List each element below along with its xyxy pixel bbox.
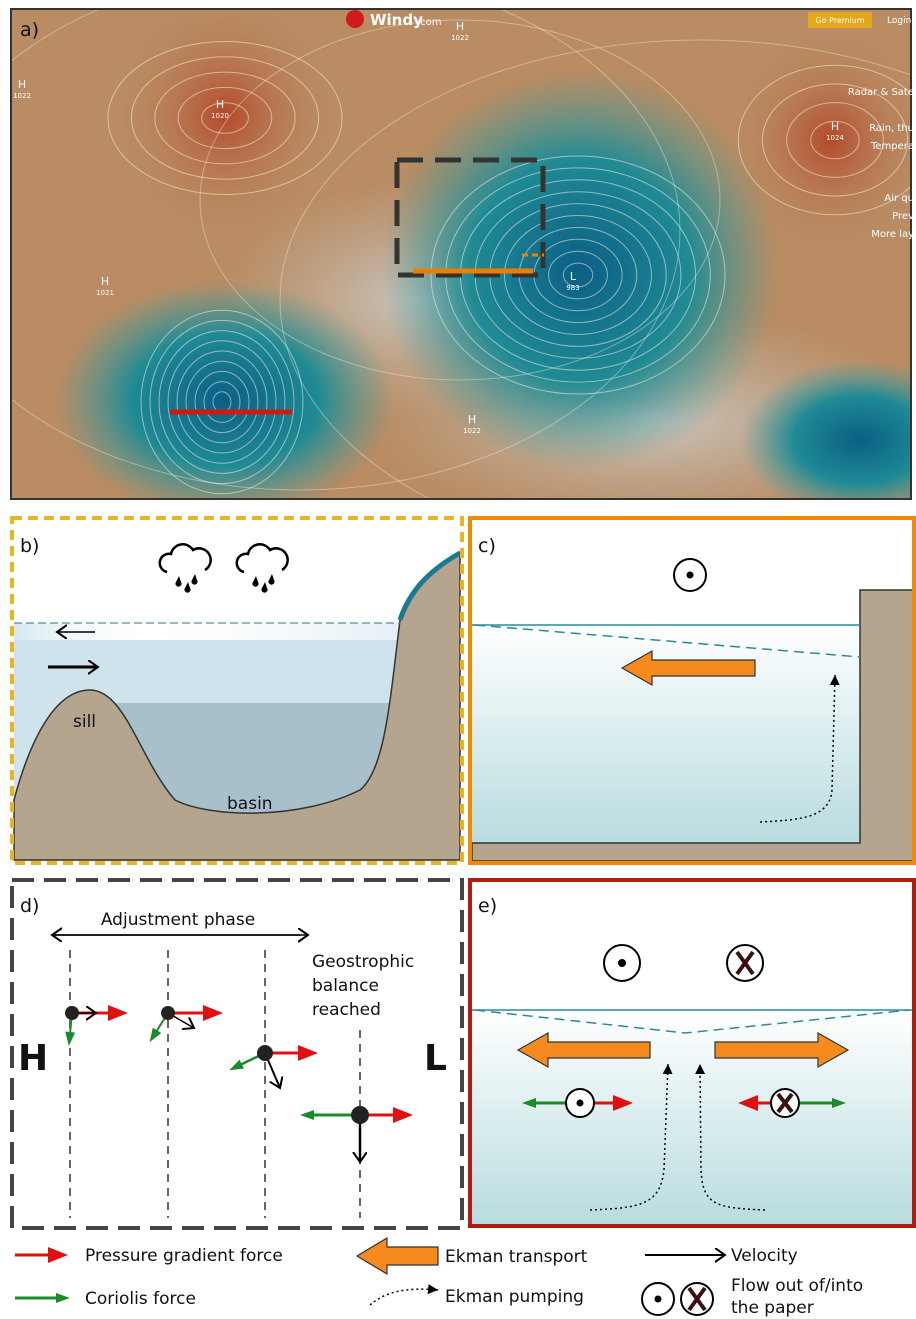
panel-label: a): [20, 19, 39, 41]
rain-cloud: [237, 544, 288, 592]
low-label: L: [424, 1038, 447, 1079]
map-menu-item: More lay: [871, 229, 914, 240]
pressure-value: 1022: [463, 427, 481, 435]
pressure-symbol: H: [456, 20, 464, 33]
panel-label: e): [478, 895, 497, 917]
map-menu-item: Radar & Sate: [848, 87, 914, 98]
panel-label: d): [20, 895, 39, 917]
parcel: [65, 1006, 79, 1020]
legend-pgf: Pressure gradient force: [85, 1246, 283, 1266]
panel-d: d) Adjustment phase Geostrophic balance …: [12, 880, 462, 1228]
figure: Windy .com Go Premium Login a) H1022H102…: [0, 0, 916, 1319]
map-menu-item: Air qu: [884, 193, 914, 204]
pressure-value: 983: [566, 284, 579, 292]
premium-label[interactable]: Go Premium: [815, 16, 864, 25]
balance-label: balance: [312, 976, 379, 996]
windy-logo: [346, 10, 364, 28]
legend-velocity: Velocity: [731, 1246, 798, 1266]
pressure-symbol: H: [18, 78, 26, 91]
parcel: [257, 1045, 273, 1061]
balance-label: reached: [312, 1000, 381, 1020]
legend-coriolis: Coriolis force: [85, 1289, 196, 1309]
windy-brand: Windy: [370, 11, 423, 29]
pressure-symbol: H: [831, 120, 839, 133]
legend-flow-out-dot: [655, 1296, 662, 1303]
sill-label: sill: [73, 712, 96, 732]
flow-out-dot: [687, 572, 694, 579]
balance-label: Geostrophic: [312, 952, 414, 972]
login[interactable]: Login: [887, 16, 911, 26]
rain-cloud: [160, 544, 211, 592]
panel-label: b): [20, 535, 39, 557]
pressure-symbol: H: [468, 413, 476, 426]
path-shape: [237, 544, 288, 572]
map-menu-item: Rain, thu: [869, 123, 914, 134]
pressure-value: 1024: [826, 134, 844, 142]
pressure-value: 1020: [211, 112, 229, 120]
panel-b: sill basin b): [12, 518, 462, 863]
phase-label: Adjustment phase: [101, 910, 255, 930]
flow-out-dot: [618, 959, 626, 967]
pressure-symbol: H: [216, 98, 224, 111]
panel-a: Windy .com Go Premium Login a) H1022H102…: [0, 0, 916, 560]
panel-c: c): [470, 518, 914, 863]
pressure-value: 1022: [451, 34, 469, 42]
high-label: H: [18, 1038, 48, 1079]
panel-label: c): [478, 535, 496, 557]
panel-frame: [12, 880, 462, 1228]
legend-flow: the paper: [731, 1298, 814, 1318]
parcel: [161, 1006, 175, 1020]
legend-ekman-transport-swatch: [357, 1238, 438, 1274]
path-shape: [253, 574, 275, 593]
legend-ekman-pumping-swatch: [370, 1289, 438, 1305]
pressure-symbol: L: [570, 270, 577, 283]
parcel: [351, 1106, 369, 1124]
path-shape: [160, 544, 211, 572]
water: [472, 625, 862, 843]
map-menu-item: Prev: [892, 211, 914, 222]
pressure-symbol: H: [101, 275, 109, 288]
panel-e: e): [470, 880, 914, 1226]
pressure-value: 1022: [13, 92, 31, 100]
map-menu-item: Tempera: [870, 141, 914, 152]
legend-ekman-pumping: Ekman pumping: [445, 1287, 584, 1307]
legend-ekman-transport: Ekman transport: [445, 1247, 588, 1267]
basin-label: basin: [227, 794, 273, 814]
flow-out-dot: [577, 1100, 584, 1107]
map-art: [0, 0, 916, 560]
pressure-value: 1021: [96, 289, 114, 297]
legend-flow: Flow out of/into: [731, 1276, 863, 1296]
legend: Pressure gradient force Coriolis force E…: [15, 1238, 863, 1318]
path-shape: [176, 574, 198, 593]
windy-brand-suffix: .com: [417, 17, 442, 28]
